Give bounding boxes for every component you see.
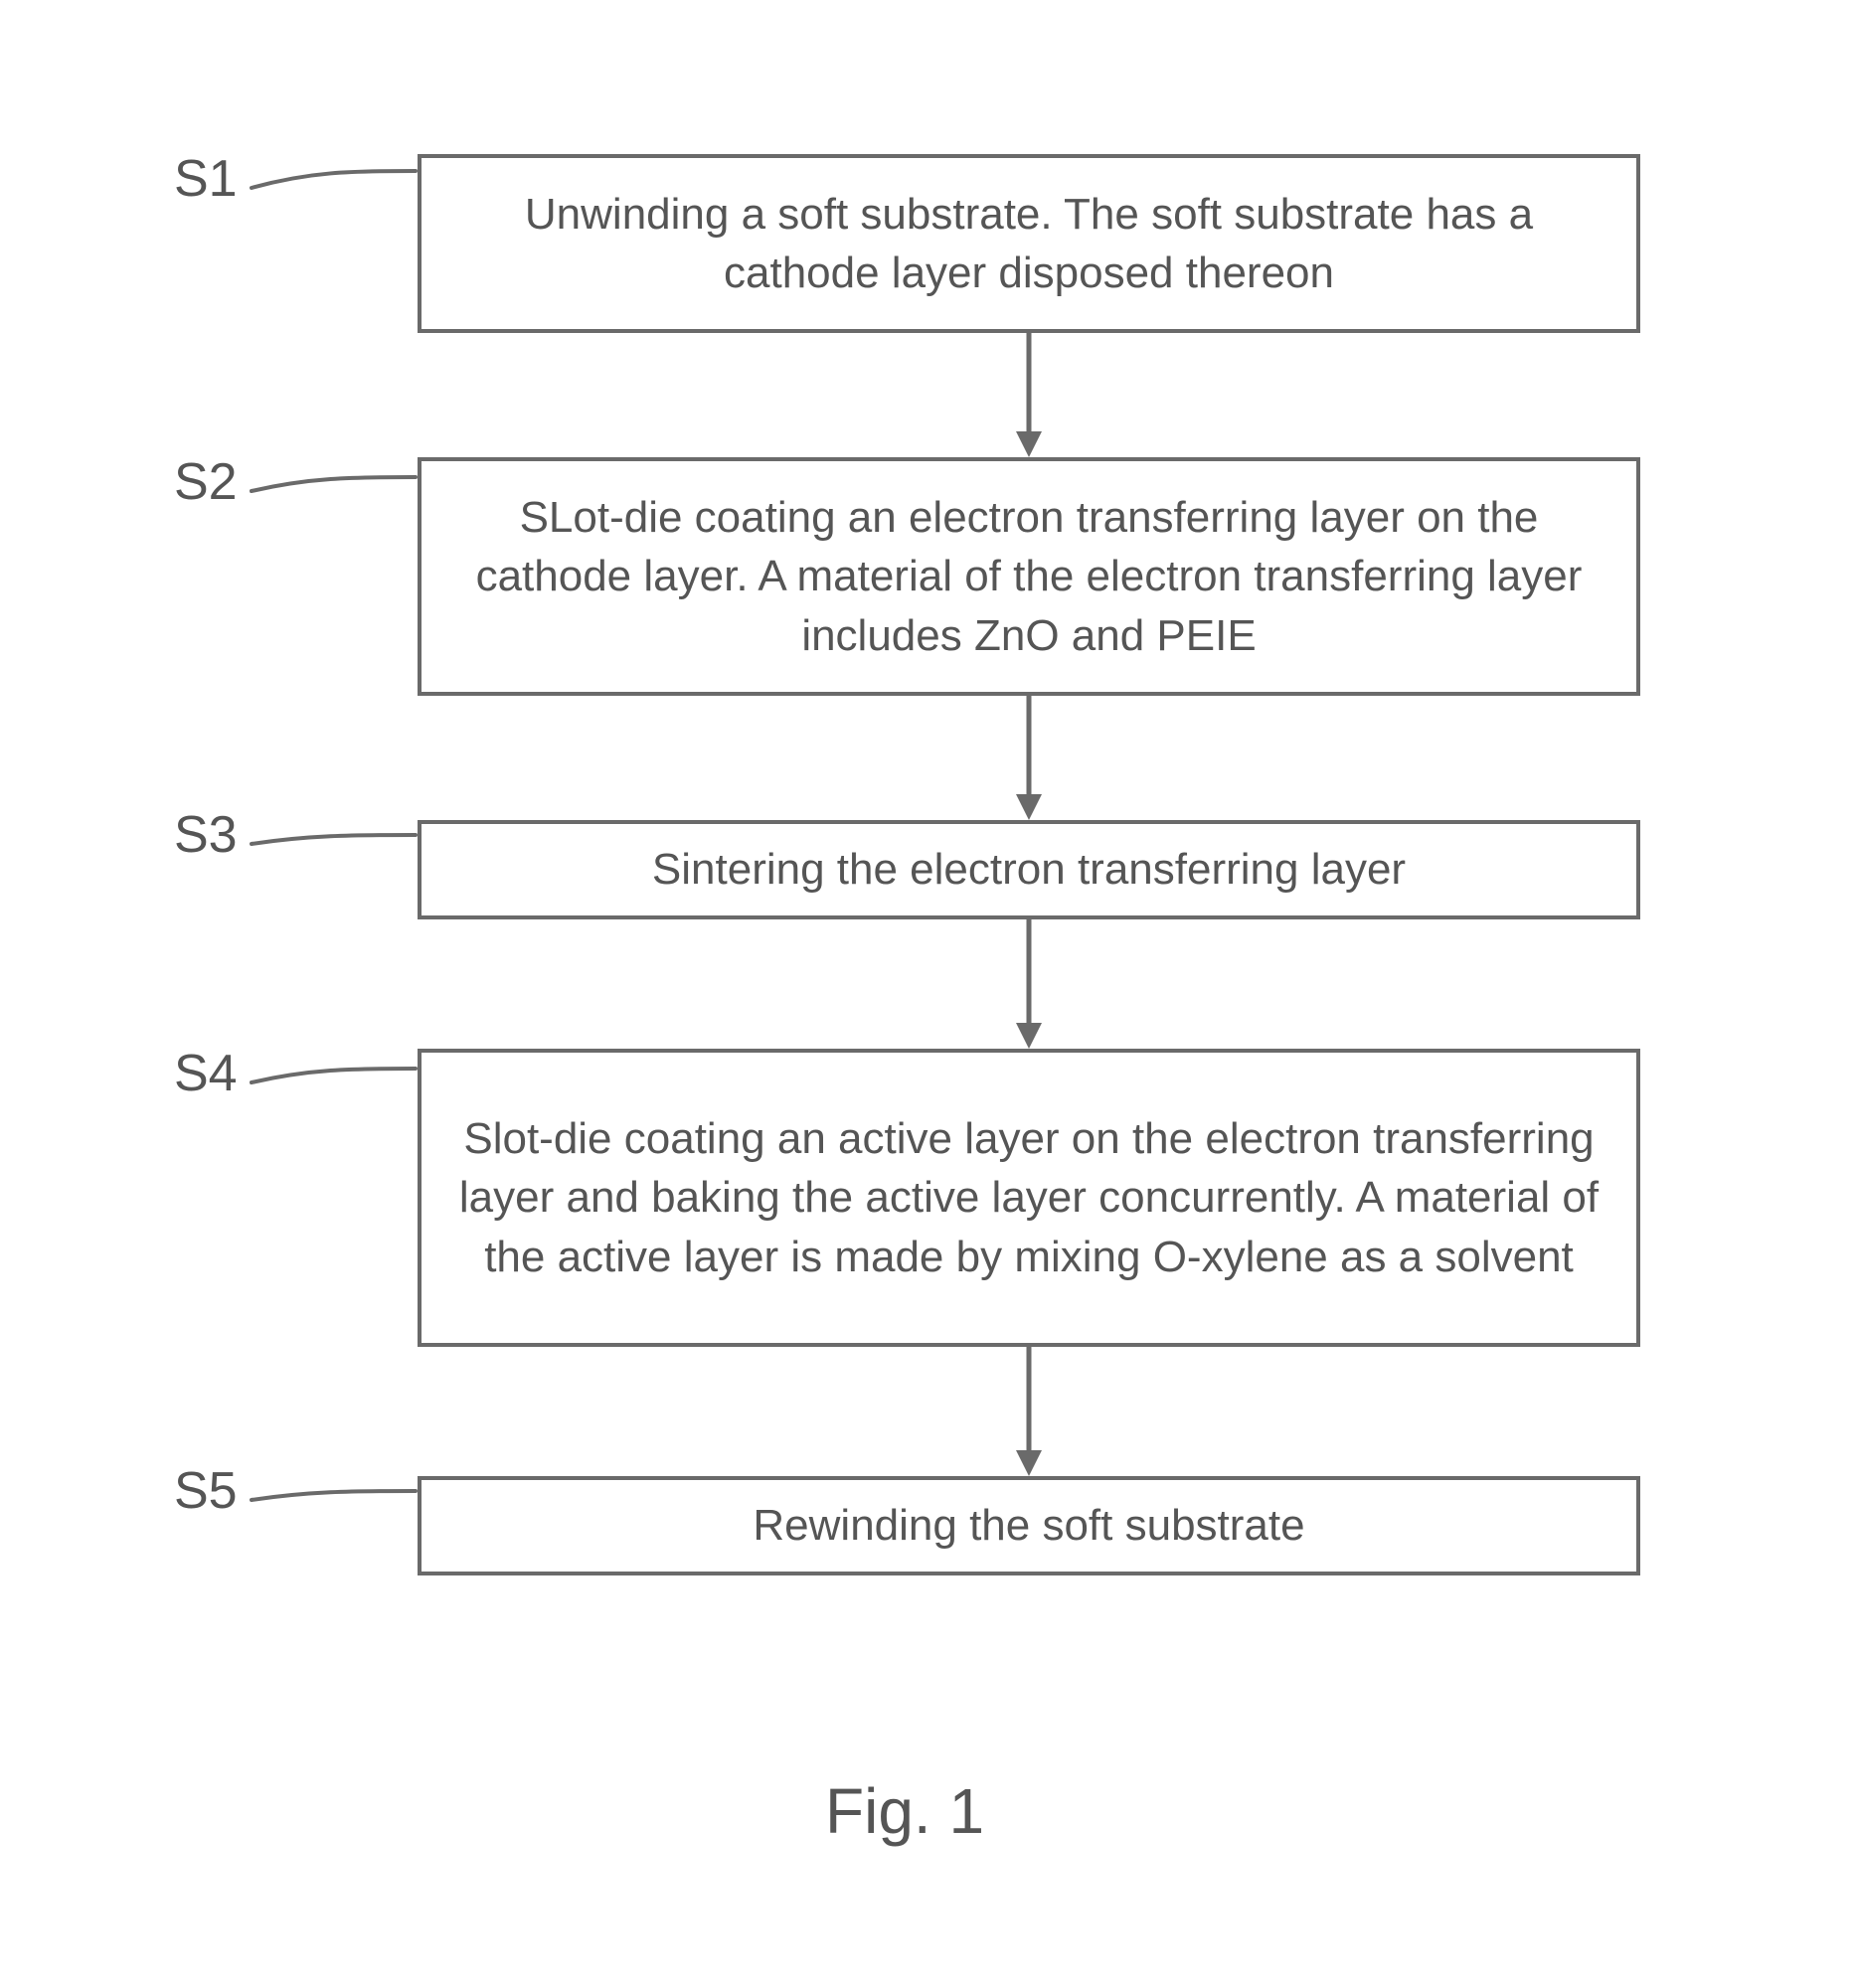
flow-step-s3: Sintering the electron transferring laye… [418,820,1640,919]
flow-arrow [1010,333,1048,459]
flow-step-label-s2: S2 [174,452,238,512]
flow-step-label-s1: S1 [174,149,238,209]
flow-step-text: Unwinding a soft substrate. The soft sub… [451,185,1606,303]
flow-step-text: SLot-die coating an electron transferrin… [451,488,1606,665]
label-connector [248,831,420,848]
flow-step-label-s5: S5 [174,1461,238,1521]
figure-caption: Fig. 1 [825,1774,984,1848]
flowchart-canvas: Unwinding a soft substrate. The soft sub… [0,0,1856,1988]
flow-arrow [1010,696,1048,822]
flow-step-s4: Slot-die coating an active layer on the … [418,1049,1640,1347]
label-connector [248,167,420,192]
flow-step-label-s4: S4 [174,1044,238,1103]
flow-step-text: Rewinding the soft substrate [753,1496,1304,1555]
label-connector [248,1065,420,1086]
flow-step-s1: Unwinding a soft substrate. The soft sub… [418,154,1640,333]
label-connector [248,473,420,495]
flow-step-text: Slot-die coating an active layer on the … [451,1109,1606,1286]
flow-arrow [1010,919,1048,1051]
flow-step-s5: Rewinding the soft substrate [418,1476,1640,1575]
label-connector [248,1487,420,1504]
flow-step-label-s3: S3 [174,805,238,865]
flow-arrow [1010,1347,1048,1478]
flow-step-s2: SLot-die coating an electron transferrin… [418,457,1640,696]
flow-step-text: Sintering the electron transferring laye… [652,840,1406,899]
